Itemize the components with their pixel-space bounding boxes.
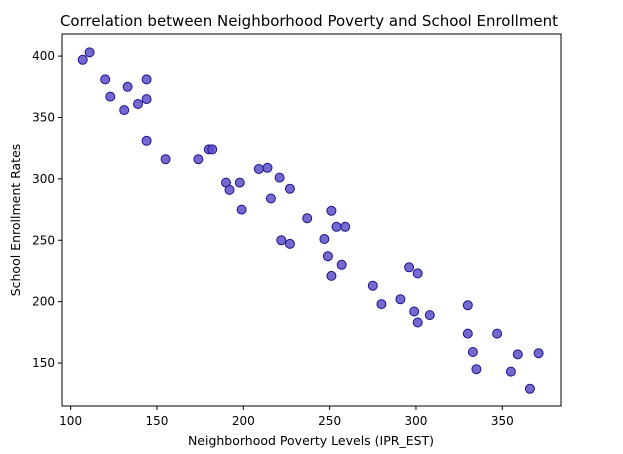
data-point-26 (319, 234, 330, 244)
data-point-5 (122, 81, 133, 92)
x-tick-label: 350 (491, 414, 514, 428)
data-point-44 (471, 364, 482, 375)
data-point-29 (326, 270, 337, 281)
data-point-2 (100, 74, 111, 85)
plot-area-frame (61, 33, 562, 407)
data-point-0 (77, 54, 88, 65)
data-point-34 (376, 299, 387, 310)
x-tick-label: 100 (59, 414, 82, 428)
data-point-4 (119, 105, 130, 116)
data-point-22 (276, 235, 287, 246)
data-point-48 (524, 383, 535, 394)
data-point-11 (193, 154, 204, 165)
data-point-19 (262, 162, 273, 173)
y-tick-label: 400 (32, 49, 55, 63)
x-tick-label: 200 (232, 414, 255, 428)
data-point-49 (533, 348, 544, 359)
y-tick-label: 350 (32, 110, 55, 124)
y-tick-label: 250 (32, 233, 55, 247)
data-point-24 (284, 238, 295, 249)
x-axis-label: Neighborhood Poverty Levels (IPR_EST) (188, 433, 434, 448)
data-point-17 (236, 204, 247, 215)
data-point-28 (326, 205, 337, 216)
data-point-43 (467, 347, 478, 357)
data-point-42 (462, 328, 473, 339)
data-point-1 (84, 47, 95, 58)
data-point-9 (141, 135, 152, 146)
data-points (77, 47, 544, 394)
data-point-25 (302, 213, 313, 224)
data-point-10 (160, 154, 171, 165)
x-tick-label: 300 (405, 414, 428, 428)
data-point-8 (141, 94, 152, 105)
data-point-46 (505, 366, 516, 377)
data-point-7 (141, 74, 152, 85)
data-point-18 (253, 164, 264, 174)
data-point-35 (395, 294, 406, 305)
data-point-16 (234, 177, 245, 188)
data-point-23 (284, 183, 295, 194)
y-axis-label: School Enrollment Rates (8, 144, 23, 297)
data-point-47 (512, 349, 523, 360)
data-point-39 (412, 317, 423, 328)
y-tick-label: 200 (32, 295, 55, 309)
data-point-38 (412, 268, 423, 279)
data-point-15 (224, 184, 235, 195)
x-tick-label: 250 (318, 414, 341, 428)
x-axis-ticks: 100 150 200 250 300 350 (59, 406, 514, 428)
data-point-33 (367, 280, 378, 291)
y-axis-ticks: 150 200 250 300 350 400 (32, 49, 62, 370)
data-point-20 (265, 193, 276, 204)
y-tick-label: 300 (32, 172, 55, 186)
data-point-21 (274, 172, 285, 183)
data-point-3 (105, 91, 116, 102)
x-tick-label: 150 (146, 414, 169, 428)
chart-title: Correlation between Neighborhood Poverty… (60, 12, 558, 30)
data-point-40 (424, 310, 435, 321)
data-point-41 (462, 300, 473, 311)
data-point-27 (322, 251, 333, 262)
data-point-37 (409, 306, 420, 317)
data-point-45 (492, 328, 503, 339)
data-point-32 (340, 221, 351, 232)
data-point-36 (404, 262, 415, 273)
data-point-13 (207, 144, 218, 155)
data-point-31 (336, 259, 347, 270)
y-tick-label: 150 (32, 356, 55, 370)
data-point-6 (133, 99, 143, 109)
data-point-30 (331, 221, 342, 232)
